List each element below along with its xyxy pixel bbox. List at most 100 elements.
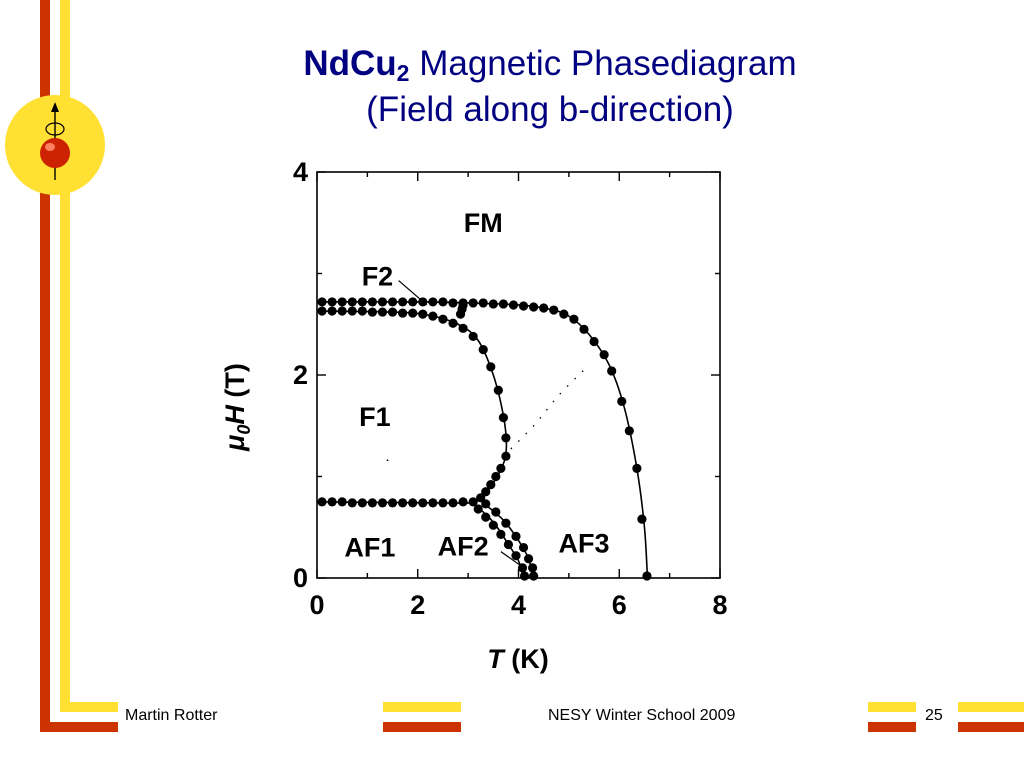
footer-bar-red-right [868,722,916,732]
stray-dot [386,459,389,462]
data-point-series-1 [617,396,627,406]
data-point-series-1 [408,297,418,307]
data-point-series-4 [517,563,528,573]
data-point-series-2 [438,314,448,324]
data-point-series-2 [468,331,478,342]
phase-label-f1: F1 [359,402,391,432]
footer-bar-yellow-mid [383,702,461,712]
data-point-series-4 [511,551,521,561]
data-point-series-2 [377,498,388,508]
data-point-series-2 [486,480,496,490]
data-point-series-2 [398,308,408,318]
data-point-series-2 [498,413,508,423]
data-point-series-2 [448,318,458,328]
data-point-series-2 [357,498,367,508]
data-point-series-2 [337,306,347,316]
data-point-series-1 [518,301,529,311]
data-point-series-1 [607,366,617,376]
footer-author: Martin Rotter [125,707,218,724]
phase-label-af3: AF3 [558,529,609,559]
data-point-series-2 [387,498,398,508]
phase-label-af1: AF1 [344,533,395,563]
data-point-series-2 [398,498,408,508]
data-point-series-1 [539,303,549,313]
data-point-series-2 [357,306,367,316]
data-point-series-2 [428,311,438,321]
data-point-series-1 [549,305,559,315]
footer-bar-yellow-far [958,702,1024,712]
y-axis-label-subscript: 0 [234,425,254,435]
data-point-series-2 [418,309,428,319]
frame-yellow-vertical [60,0,70,712]
page-number: 25 [925,707,943,724]
data-point-series-1 [569,314,579,324]
data-point-series-1 [498,299,508,309]
data-point-series-2 [327,497,337,507]
footer-bar-yellow-right [868,702,916,712]
data-point-series-2 [377,307,388,317]
data-point-series-2 [486,362,496,372]
data-point-series-1 [398,297,408,307]
slide-subtitle: (Field along b-direction) [366,90,734,129]
data-point-series-5 [511,531,521,541]
x-tick-label: 2 [410,590,425,620]
x-axis-label-unit: (K) [504,644,549,674]
data-point-series-2 [458,323,468,333]
y-axis-label-mu: μ [220,435,250,452]
data-point-series-1 [418,297,428,307]
data-point-series-2 [468,497,478,507]
phase-label-fm: FM [464,208,503,238]
data-point-series-1 [387,297,398,307]
data-point-series-5 [481,499,491,509]
data-point-series-5 [529,571,539,581]
footer-event: NESY Winter School 2009 [548,707,736,724]
data-point-series-1 [377,297,388,307]
x-axis-label: T (K) [487,644,548,674]
data-point-series-2 [478,345,488,355]
data-point-series-1 [438,297,448,307]
title-formula: NdCu [303,44,397,83]
y-axis-label-h: H [220,405,250,425]
data-point-series-1 [468,298,478,308]
data-point-series-4 [481,512,491,522]
frame-yellow-bottom-left [60,702,118,712]
x-tick-label: 6 [612,590,627,620]
data-point-series-2 [458,497,468,507]
data-point-series-1 [367,297,378,307]
spin-logo-icon [5,95,105,195]
data-point-series-3 [458,300,468,310]
data-point-series-5 [523,554,534,564]
data-point-series-1 [529,302,539,312]
data-point-series-2 [496,463,506,473]
data-point-series-2 [408,308,418,318]
data-point-series-2 [347,306,357,316]
data-point-series-2 [337,497,347,507]
y-tick-label: 2 [293,360,308,390]
dotted-phase-boundary [502,369,585,457]
y-axis-label-unit: (T) [220,363,250,405]
title-rest: Magnetic Phasediagram [409,44,797,83]
data-point-series-1 [347,297,357,307]
data-point-series-2 [387,307,398,317]
data-point-series-1 [637,514,647,524]
data-point-series-1 [579,324,589,334]
data-point-series-2 [501,451,511,461]
data-point-series-2 [481,487,491,497]
slide-title: NdCu2 Magnetic Phasediagram [150,44,950,85]
data-point-series-1 [337,297,347,307]
data-point-series-2 [438,498,448,508]
data-point-series-5 [518,542,529,553]
data-point-series-2 [501,433,511,443]
x-tick-label: 0 [309,590,324,620]
data-point-series-5 [491,507,501,517]
data-point-series-1 [357,297,367,307]
data-point-series-4 [488,520,498,530]
data-point-series-2 [347,498,357,508]
data-point-series-1 [632,463,642,473]
data-point-series-4 [503,539,514,550]
data-point-series-1 [642,571,652,581]
data-point-series-2 [448,498,458,508]
data-point-series-5 [501,518,511,528]
data-point-series-1 [428,297,438,307]
